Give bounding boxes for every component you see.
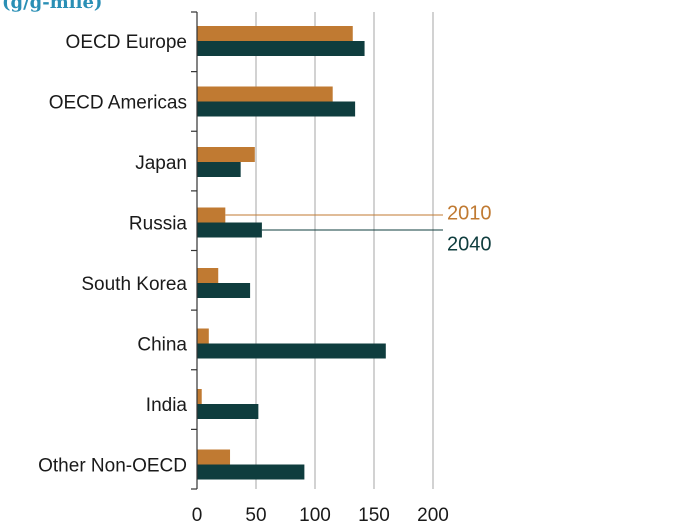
category-label: Japan [135, 153, 187, 174]
bar-2040 [197, 464, 305, 480]
tick-label: 150 [358, 505, 390, 526]
bar-2040 [197, 222, 262, 238]
bar-2010 [197, 26, 353, 41]
bar-2040 [197, 343, 386, 359]
category-label: OECD Americas [49, 93, 187, 114]
bar-2010 [197, 207, 226, 223]
bar-2010 [197, 449, 231, 465]
bar-2040 [197, 162, 241, 177]
bars [197, 26, 386, 480]
bar-2010 [197, 147, 255, 162]
legend-label-2010: 2010 [447, 203, 492, 225]
legend-label-2040: 2040 [447, 234, 492, 256]
bar-2010 [197, 268, 219, 283]
bar-2040 [197, 41, 365, 56]
bar-2010 [197, 328, 209, 344]
tick-label: 100 [299, 505, 331, 526]
category-label: South Korea [81, 274, 187, 295]
category-labels: OECD Europe OECD Americas Japan Russia South… [38, 32, 187, 477]
legend-callouts: 2010 2040 [225, 203, 492, 256]
category-label: China [137, 335, 187, 356]
category-label: OECD Europe [66, 32, 187, 53]
bar-2040 [197, 101, 356, 117]
bar-2040 [197, 404, 259, 419]
bar-2010 [197, 389, 202, 404]
unit-label: (g/g-mile) [2, 0, 102, 13]
category-label: India [146, 395, 188, 416]
value-axis [191, 11, 198, 490]
bar-2040 [197, 283, 251, 298]
bar-2010 [197, 86, 333, 102]
category-label: Other Non-OECD [38, 456, 187, 477]
tick-labels: 0 50 100 150 200 [192, 505, 449, 526]
tick-label: 0 [192, 505, 203, 526]
tick-label: 200 [417, 505, 449, 526]
tick-label: 50 [245, 505, 266, 526]
category-label: Russia [129, 214, 188, 235]
gridlines [255, 12, 434, 489]
